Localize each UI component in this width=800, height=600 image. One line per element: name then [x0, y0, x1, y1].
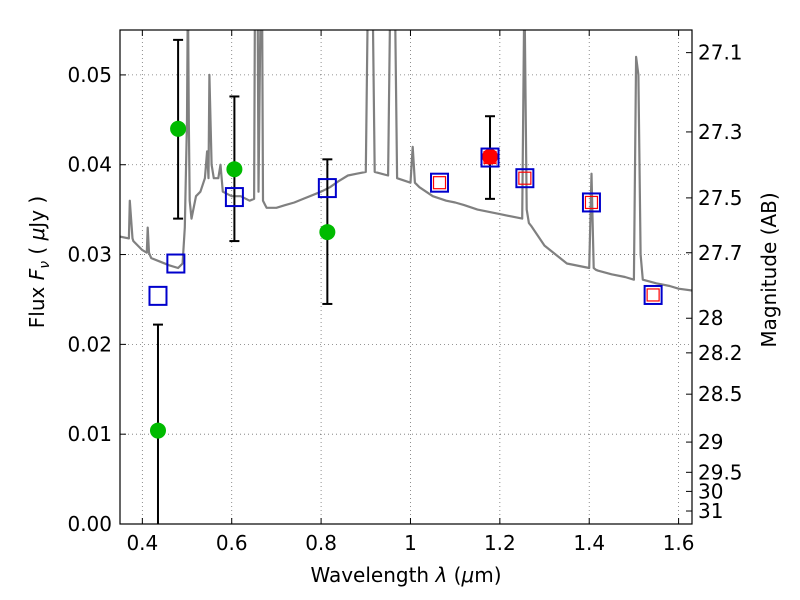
data-point: [319, 224, 336, 241]
x-tick-label: 1.6: [663, 531, 695, 555]
data-point: [149, 422, 166, 439]
x-tick-label: 0.6: [216, 531, 248, 555]
y2-axis-label: Magnitude (AB): [757, 192, 781, 347]
x-tick-label: 1.2: [484, 531, 516, 555]
y2-tick-label: 27.3: [698, 120, 743, 144]
y2-tick-label: 27.1: [698, 41, 743, 65]
y-tick-label: 0.01: [67, 422, 112, 446]
spectrum-layer: [120, 30, 692, 292]
model-square-inner: [432, 176, 447, 190]
y2-tick-label: 27.7: [698, 241, 743, 265]
y-tick-label: 0.05: [67, 63, 112, 87]
y2-tick-label: 28.5: [698, 382, 743, 406]
y-axis-label: Flux Fν ( μJy ): [25, 196, 53, 328]
model-square-inner: [584, 195, 599, 210]
marker-layer: [148, 120, 663, 439]
model-square-inner: [483, 150, 497, 165]
model-square-inner: [646, 288, 660, 302]
model-square: [643, 284, 663, 305]
model-square: [166, 253, 186, 274]
model-square: [148, 285, 168, 306]
data-point: [226, 161, 243, 178]
y-tick-label: 0.03: [67, 243, 112, 267]
y-tick-label: 0.02: [67, 332, 112, 356]
y2-tick-label: 29: [698, 430, 723, 454]
plot-frame: [119, 29, 693, 525]
y2-tick-label: 27.5: [698, 186, 743, 210]
model-square: [317, 178, 337, 199]
y-tick-label: 0.04: [67, 153, 112, 177]
spectrum-line: [120, 30, 692, 292]
x-tick-label: 0.4: [126, 531, 158, 555]
y2-tick-label: 29.5: [698, 460, 743, 484]
model-square: [515, 168, 535, 189]
y2-tick-label: 28.2: [698, 341, 743, 365]
x-axis-label: Wavelength λ (μm): [310, 563, 501, 587]
y2-tick-label: 30: [698, 479, 723, 503]
axes-layer: 0.4 0.6 0.8 1 1.2 1.4 1.6 0.00 0.01 0.02 0.03 0.04 0…: [67, 30, 743, 555]
y2-tick-label: 28: [698, 306, 723, 330]
x-tick-label: 1: [404, 531, 417, 555]
x-tick-label: 1.4: [573, 531, 605, 555]
model-square: [224, 187, 244, 208]
y-tick-label: 0.00: [67, 512, 112, 536]
model-square-inner: [518, 171, 532, 185]
y2-tick-label: 31: [698, 499, 723, 523]
model-square: [581, 192, 601, 213]
model-square: [430, 172, 450, 193]
model-square: [480, 147, 500, 168]
data-point: [170, 120, 187, 137]
data-point: [482, 148, 499, 165]
x-tick-label: 0.8: [305, 531, 337, 555]
